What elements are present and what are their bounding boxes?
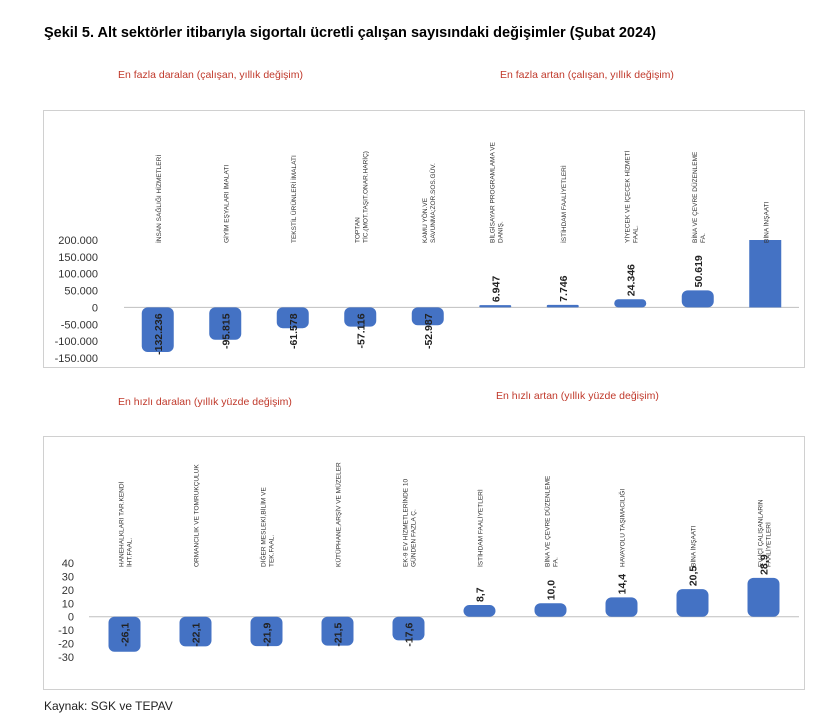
category-label: DANIŞ.	[497, 221, 504, 243]
y-tick-label: 40	[62, 558, 74, 570]
bar	[681, 290, 714, 308]
category-label: FAALİYETLERİ	[764, 522, 773, 567]
y-tick-label: -150.000	[55, 353, 98, 365]
category-label: HANEHALKLARI TAR.KENDİ	[117, 481, 126, 567]
subtitle-fastest-decreased: En hızlı daralan (yıllık yüzde değişim)	[118, 396, 292, 408]
category-label: FA.	[553, 557, 560, 567]
data-label: -26,1	[120, 623, 132, 647]
category-label: DİĞER MESLEKİ,BİLİM VE	[259, 487, 268, 567]
data-label: -52.987	[423, 313, 435, 349]
category-label: YİYECEK VE İÇECEK HİZMETİ	[622, 150, 631, 243]
category-label: TİC.(MOT.TAŞIT.ONAR.HARİÇ)	[360, 151, 369, 243]
category-label: İSTİHDAM FAALİYETLERİ	[559, 165, 568, 243]
data-label: 14,4	[617, 574, 629, 595]
y-tick-label: 50.000	[64, 286, 98, 298]
y-tick-label: -50.000	[61, 319, 98, 331]
data-label: -21,5	[333, 623, 345, 647]
data-label: -132.236	[153, 313, 165, 355]
bar	[141, 307, 174, 353]
category-label: BİLGİSAYAR PROGRAMLAMA VE	[487, 141, 496, 243]
data-label: 7.746	[558, 275, 570, 301]
bar	[605, 597, 638, 617]
y-tick-label: 100.000	[58, 269, 98, 281]
y-tick-label: 30	[62, 571, 74, 583]
category-label: BİNA İNŞAATI	[689, 525, 698, 567]
category-label: GÜNDEN FAZLA Ç.	[410, 509, 418, 567]
bar	[747, 577, 780, 617]
data-label: -21,9	[262, 623, 274, 647]
bar	[276, 307, 309, 329]
bar	[479, 305, 512, 308]
bar	[614, 299, 647, 308]
bar	[179, 616, 212, 647]
chart-panel-percent: 40 30 20 10 0 -10 -20 -30 HANEHALKLARI TAR.KENDİ…	[43, 436, 805, 690]
bar	[676, 589, 709, 617]
category-label: GİYİM EŞYALARI İMALATI	[221, 165, 230, 243]
category-label: TEKSTİL ÜRÜNLERİ İMALATI	[289, 155, 298, 243]
data-label: -22,1	[191, 623, 203, 647]
category-label: ORMANCILIK VE TOMRUKÇULUK	[194, 464, 201, 567]
subtitle-fastest-increased: En hızlı artan (yıllık yüzde değişim)	[496, 390, 659, 402]
data-label: 10,0	[546, 580, 558, 601]
category-label: İNSAN SAĞLIĞI HİZMETLERİ	[154, 155, 163, 243]
category-label: SAVUNMA;ZOR.SOS.GÜV.	[429, 163, 437, 243]
y-tick-label: 200.000	[58, 235, 98, 247]
figure-title: Şekil 5. Alt sektörler itibarıyla sigort…	[44, 25, 656, 41]
category-label: TOPTAN	[354, 217, 361, 243]
bar	[344, 307, 377, 327]
source-note: Kaynak: SGK ve TEPAV	[44, 699, 173, 713]
data-label: 50.619	[693, 255, 705, 287]
bar	[108, 616, 141, 652]
category-label: İHT.FAAL.	[125, 538, 134, 567]
data-label: 8,7	[475, 587, 487, 602]
data-label: 20,5	[688, 566, 700, 587]
bar	[392, 616, 425, 641]
data-label: 6.947	[490, 276, 502, 302]
bar	[463, 605, 496, 617]
y-tick-label: -10	[58, 625, 74, 637]
bar	[534, 603, 567, 617]
subtitle-most-increased: En fazla artan (çalışan, yıllık değişim)	[500, 69, 674, 81]
category-label: TEK.FAAL.	[269, 535, 276, 567]
bar	[209, 307, 242, 340]
data-label: -61.578	[288, 313, 300, 349]
category-label: HAVAYOLU TAŞIMACILIĞI	[618, 489, 627, 567]
data-label: -17,6	[404, 623, 416, 647]
bar	[321, 616, 354, 646]
y-tick-label: 0	[92, 302, 98, 314]
category-label: BİNA VE ÇEVRE DÜZENLEME	[543, 475, 552, 567]
category-label: KÜTÜPHANE,ARŞİV VE MÜZELER	[334, 462, 343, 567]
data-label: 24.346	[625, 264, 637, 296]
y-tick-label: -100.000	[55, 336, 98, 348]
bar	[749, 240, 782, 308]
y-tick-label: -30	[58, 652, 74, 664]
bar	[546, 304, 579, 308]
data-label: 28,9	[759, 554, 771, 575]
y-tick-label: 20	[62, 585, 74, 597]
data-label: -57.116	[355, 313, 367, 348]
category-label: BİNA İNŞAATI	[761, 201, 770, 243]
y-tick-label: -20	[58, 639, 74, 651]
category-label: BİNA VE ÇEVRE DÜZENLEME	[690, 151, 699, 243]
bar	[250, 616, 283, 647]
chart-workers: 200.000 150.000 100.000 50.000 0 -50.000 -100.…	[55, 141, 799, 365]
subtitle-most-decreased: En fazla daralan (çalışan, yıllık değişi…	[118, 69, 303, 81]
category-label: KAMU YÖN.VE	[421, 197, 429, 243]
chart-panel-workers: 200.000 150.000 100.000 50.000 0 -50.000 -100.…	[43, 110, 805, 368]
y-tick-label: 150.000	[58, 252, 98, 264]
category-label: FA.	[700, 233, 707, 243]
y-tick-label: 10	[62, 598, 74, 610]
y-tick-label: 0	[68, 612, 74, 624]
data-label: -95.815	[220, 313, 232, 349]
category-label: FAAL.	[632, 225, 639, 243]
category-label: İSTİHDAM FAALİYETLERİ	[476, 489, 485, 567]
category-label: EV İÇİ ÇALIŞANLARIN	[756, 499, 765, 567]
bar	[411, 307, 444, 326]
category-label: EK-9 EV HİZMETLERİNDE 10	[401, 478, 410, 567]
